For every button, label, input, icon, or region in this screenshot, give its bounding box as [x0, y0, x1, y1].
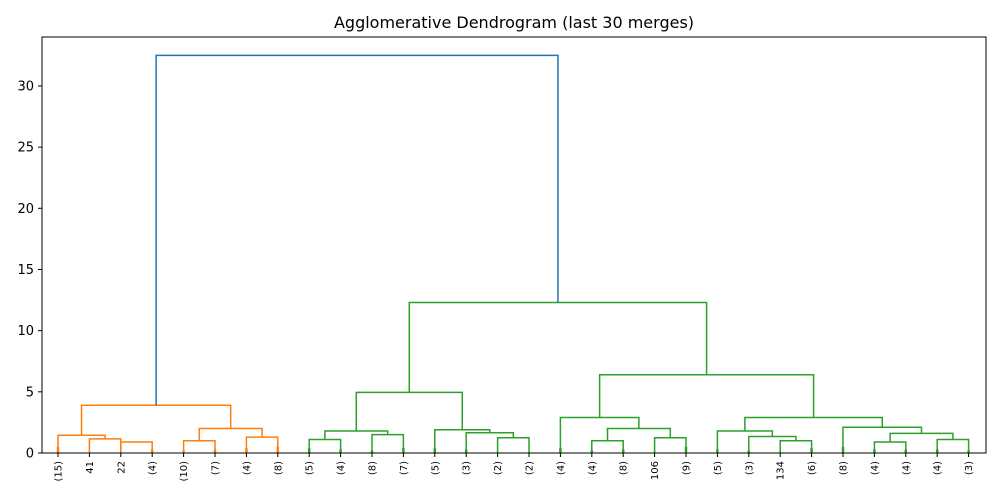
merge-link-m26 [598, 373, 815, 418]
leaf-label: (10) [179, 461, 190, 482]
y-tick-label: 15 [17, 263, 34, 278]
merge-link-m10 [496, 436, 530, 453]
plot-frame [41, 36, 987, 454]
merge-link-m17 [559, 416, 640, 453]
merge-link-m6 [80, 404, 232, 436]
merge-link-m27 [408, 301, 708, 393]
leaf-label: (5) [305, 461, 316, 475]
leaf-label: (4) [242, 461, 253, 475]
merge-link-m5 [198, 427, 263, 441]
chart-title: Agglomerative Dendrogram (last 30 merges… [334, 13, 694, 32]
leaf-label: (4) [587, 461, 598, 475]
leaf-label: (4) [870, 461, 881, 475]
leaf-label: (8) [839, 461, 850, 475]
merge-link-m15 [653, 436, 687, 453]
leaf-label: 22 [116, 461, 127, 474]
leaf-label: (2) [525, 461, 536, 475]
merge-link-m19 [748, 435, 797, 453]
y-tick-label: 5 [26, 385, 34, 400]
merge-link-m1 [120, 441, 153, 453]
y-tick-label: 10 [17, 324, 34, 339]
leaf-label: (3) [964, 461, 975, 475]
merge-link-m23 [889, 432, 954, 442]
leaf-label: (7) [399, 461, 410, 475]
leaf-label: (2) [493, 461, 504, 475]
merge-link-m25 [744, 416, 883, 431]
y-tick-label: 20 [17, 202, 34, 217]
leaf-label: (8) [619, 461, 630, 475]
merge-link-m8 [371, 433, 405, 453]
leaf-label: 41 [85, 461, 96, 474]
merge-link-m2 [57, 434, 106, 453]
merge-link-m14 [591, 440, 624, 453]
leaf-label: (8) [368, 461, 379, 475]
merge-link-m7 [308, 438, 342, 453]
leaf-label: (3) [462, 461, 473, 475]
merge-link-m4 [245, 436, 279, 453]
merge-link-m3 [182, 440, 216, 453]
merge-link-m18 [779, 440, 813, 453]
leaf-label: (5) [430, 461, 441, 475]
leaf-label: (7) [211, 461, 222, 475]
leaf-label: (6) [807, 461, 818, 475]
leaf-label: 106 [650, 461, 661, 480]
merge-link-m22 [936, 438, 970, 453]
merge-link-m16 [606, 427, 672, 441]
merge-link-m24 [842, 426, 923, 453]
merge-link-m11 [465, 432, 515, 453]
dendrogram-links [57, 54, 970, 453]
y-axis: 0 5 10 15 20 25 30 [17, 79, 42, 462]
leaf-label: 134 [776, 461, 787, 480]
merge-link-m28 [155, 54, 559, 406]
merge-link-m20 [716, 430, 774, 453]
leaf-label: (9) [682, 461, 693, 475]
merge-link-m12 [434, 429, 491, 453]
leaf-label: (8) [273, 461, 284, 475]
leaf-label: (3) [744, 461, 755, 475]
leaf-label: (4) [148, 461, 159, 475]
x-axis: (15) 41 22 (4) (10) (7) (4) (8) (5) (4) (8) (7) (5) (… [54, 453, 975, 482]
merge-link-m0 [88, 438, 122, 453]
merge-link-m13 [355, 391, 464, 431]
y-tick-label: 0 [26, 447, 34, 462]
leaf-label: (4) [336, 461, 347, 475]
y-tick-label: 25 [17, 141, 34, 156]
leaf-label: (4) [556, 461, 567, 475]
leaf-label: (5) [713, 461, 724, 475]
merge-link-m21 [873, 441, 907, 453]
y-tick-label: 30 [17, 79, 34, 94]
leaf-label: (4) [933, 461, 944, 475]
leaf-label: (4) [901, 461, 912, 475]
leaf-markers [56, 446, 970, 453]
leaf-label: (15) [54, 461, 65, 482]
